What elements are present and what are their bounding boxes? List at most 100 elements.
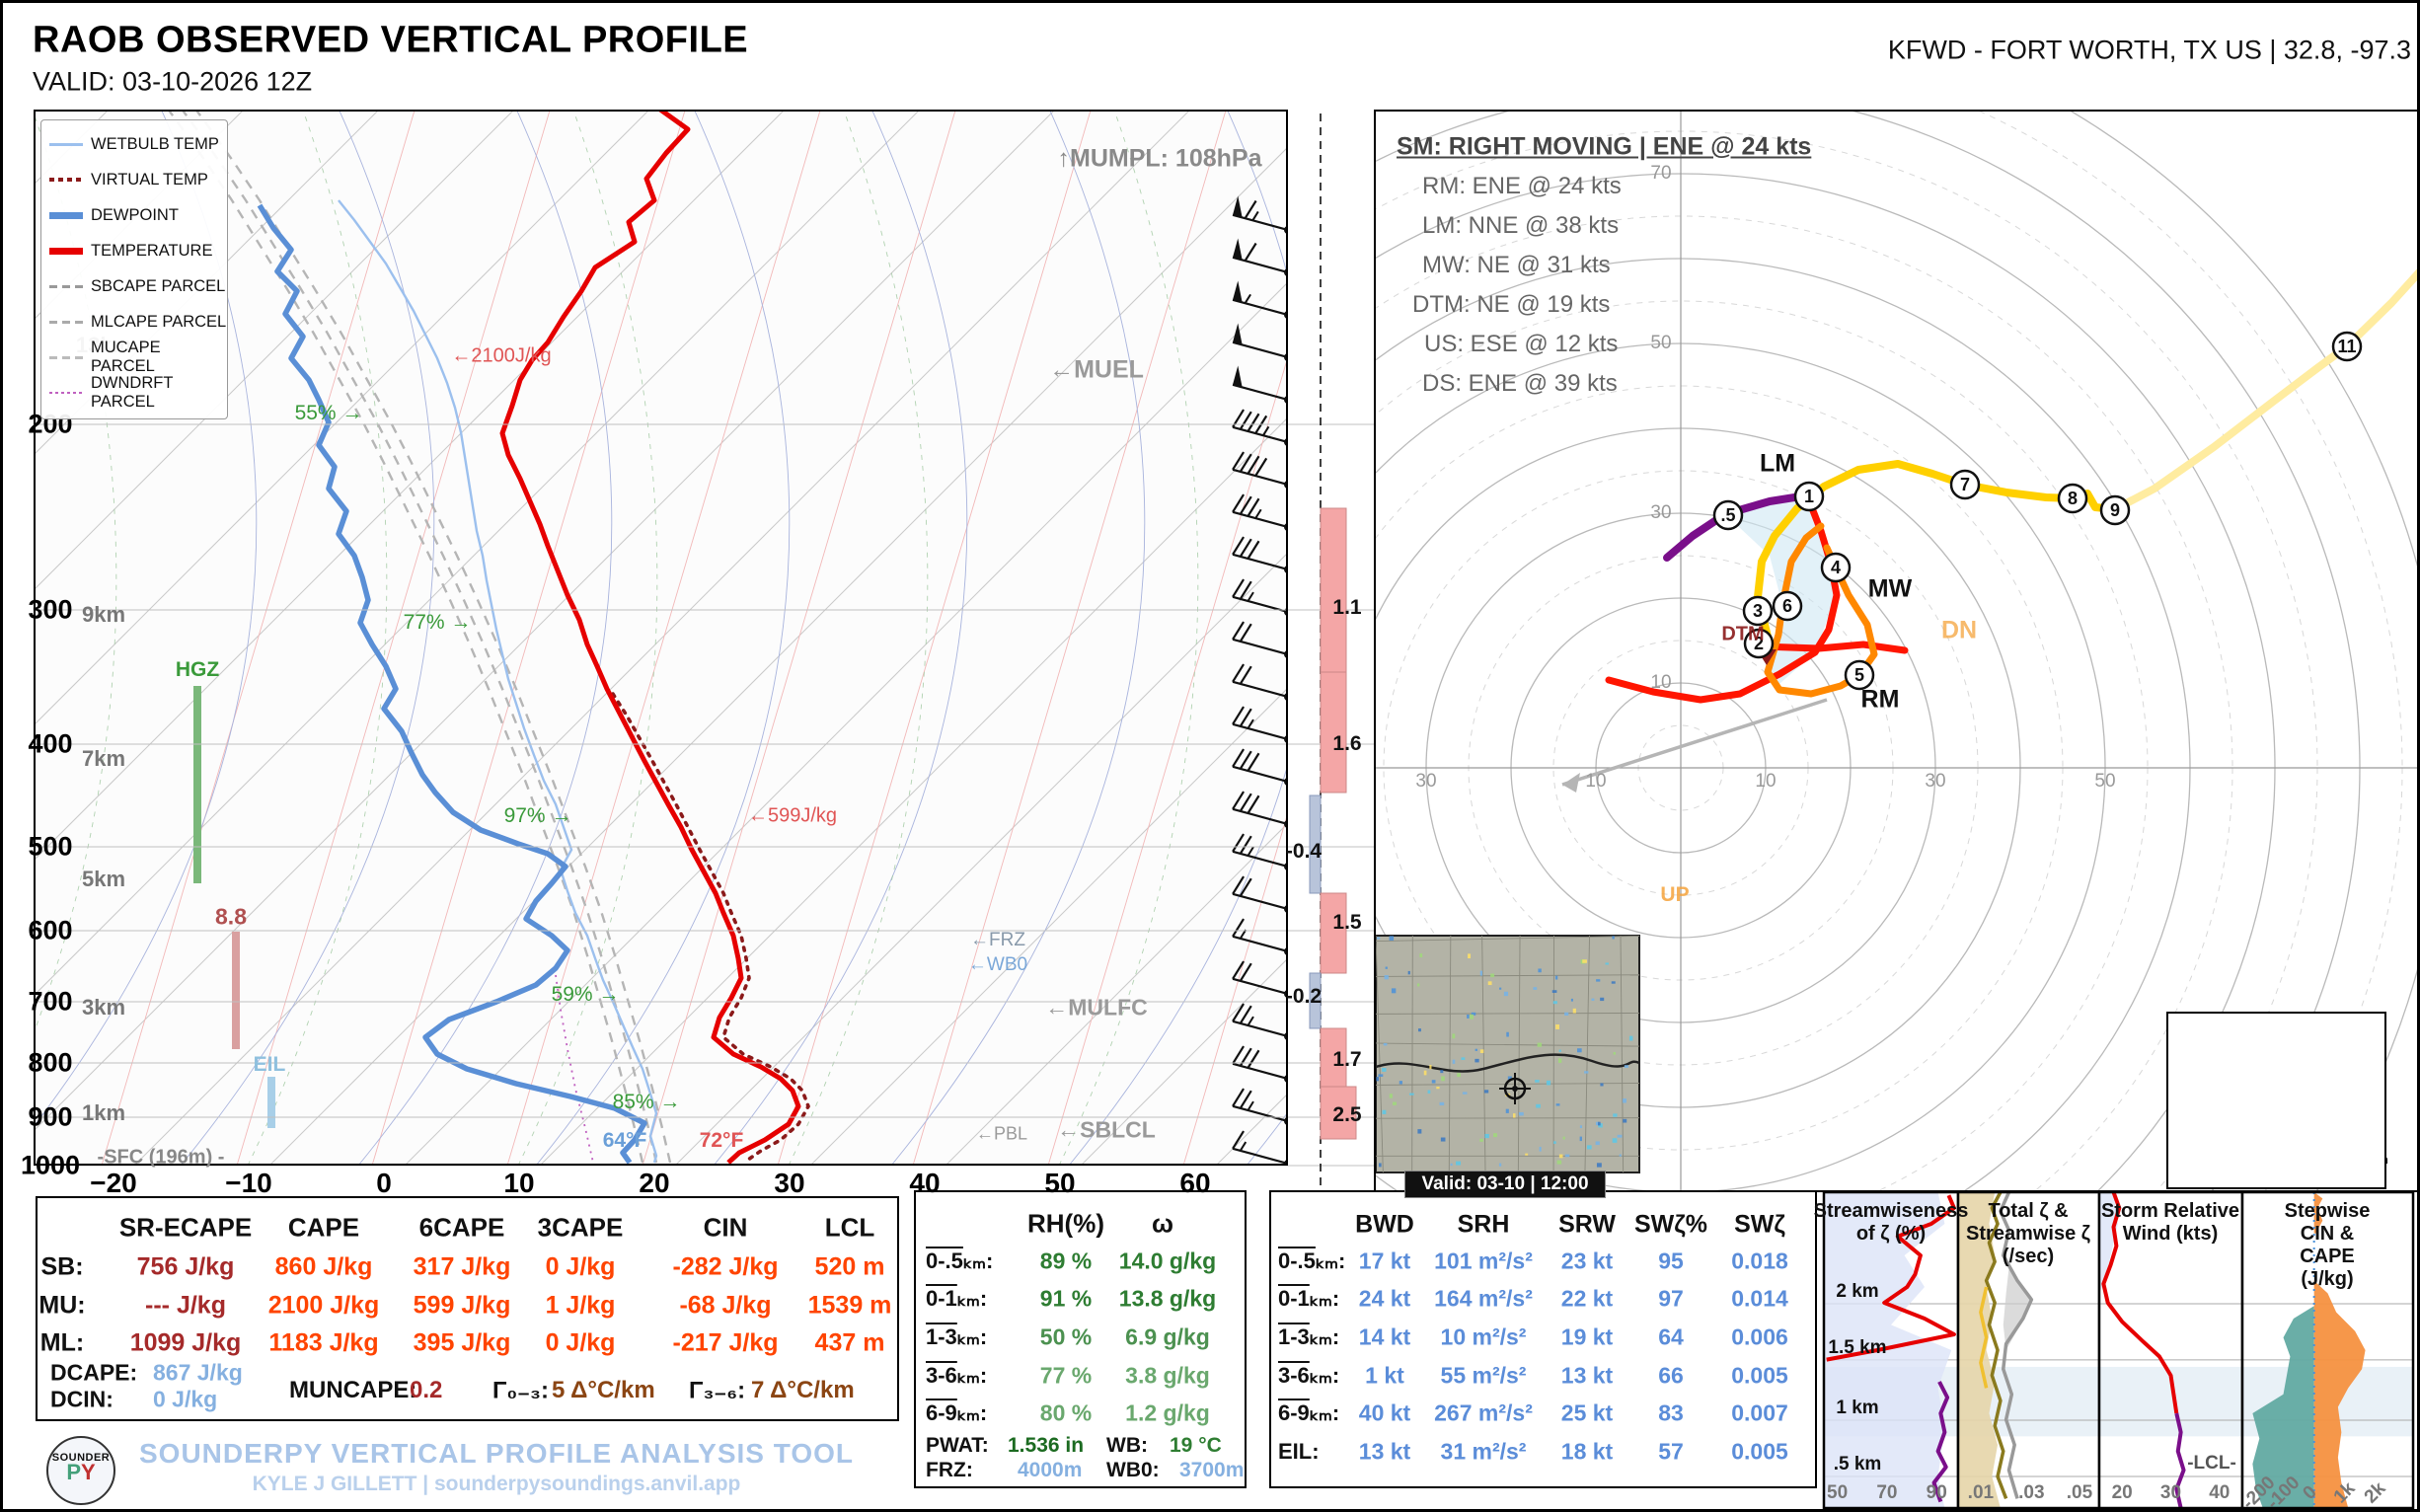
skewt-annotation: 97% → — [503, 804, 572, 827]
skewt-annotation: ←SBLCL — [1057, 1116, 1156, 1143]
kin-value: 22 kt — [1560, 1285, 1614, 1312]
legend-item-temperature: TEMPERATURE — [49, 241, 212, 261]
mixing-ratio-value: 13.8 g/kg — [1118, 1285, 1217, 1312]
wind-barb — [1232, 451, 1286, 489]
wind-barb — [1232, 621, 1286, 658]
skewt-annotation: HGZ — [175, 658, 220, 681]
thermo-header-SR-ECAPE: SR-ECAPE — [118, 1212, 253, 1243]
pressure-label-1000: 1000 — [20, 1150, 81, 1180]
miniplot-title-stepwise: Stepwise CIN & CAPE (J/kg) — [2284, 1200, 2371, 1290]
gamma-3-6-label: Γ₃₋₆: — [689, 1377, 746, 1404]
kin-row-label: 0-.5ₖₘ: — [1278, 1248, 1346, 1273]
kin-value: 267 m²/s² — [1434, 1399, 1533, 1426]
svg-text:11: 11 — [2337, 337, 2356, 356]
ring-label: 30 — [1415, 771, 1437, 792]
legend-item-mucape: MUCAPE PARCEL — [49, 339, 227, 375]
gamma-0-3-label: Γ₀₋₃: — [492, 1377, 549, 1404]
thermo-value: --- J/kg — [145, 1291, 226, 1320]
ring-label: 50 — [2094, 771, 2116, 792]
thermo-header-3CAPE: 3CAPE — [537, 1212, 624, 1243]
wind-barb — [1232, 493, 1286, 531]
temp-tick-20: 20 — [639, 1168, 670, 1198]
dcin-value: 0 J/kg — [153, 1386, 218, 1412]
height-label-9km: 9km — [81, 602, 126, 627]
logo-text-py: PY — [66, 1460, 96, 1484]
brand-line2: KYLE J GILLETT | sounderpysoundings.anvi… — [252, 1473, 741, 1495]
skewt-annotation: ←PBL — [975, 1123, 1028, 1144]
legend-label: MLCAPE PARCEL — [91, 312, 227, 331]
ring-label: 10 — [1585, 771, 1607, 792]
svg-text:9: 9 — [2110, 500, 2120, 520]
wind-barb — [1232, 1003, 1286, 1040]
thermo-value: 860 J/kg — [274, 1252, 373, 1281]
omega-value: 1.1 — [1332, 596, 1362, 619]
miniplot-title-total-zeta: Total ζ & Streamwise ζ (/sec) — [1966, 1200, 2090, 1267]
kin-value: 0.014 — [1731, 1285, 1788, 1312]
miniplot-ylabel: 2 km — [1836, 1280, 1879, 1302]
legend-label: WETBULB TEMP — [91, 134, 219, 153]
kin-value: 0.005 — [1731, 1438, 1788, 1465]
radar-map-inset — [1376, 935, 1640, 1173]
wind-barb — [1232, 1088, 1286, 1125]
legend-label: SBCAPE PARCEL — [91, 276, 226, 295]
rh-value: 77 % — [1039, 1362, 1093, 1389]
miniplot-xtick: 50 — [1827, 1482, 1849, 1503]
temp-tick-30: 30 — [774, 1168, 805, 1198]
wind-barb — [1232, 791, 1286, 828]
wind-barb — [1232, 663, 1286, 701]
skewt-annotation: ←FRZ — [970, 930, 1025, 950]
miniplot-xtick: .01 — [1967, 1482, 1995, 1503]
skewt-annotation: 77% → — [403, 611, 472, 634]
wind-barb — [1232, 833, 1286, 870]
storm-motion-line-6: DS: ENE @ 39 kts — [1422, 370, 1618, 397]
kin-value: 25 kt — [1560, 1399, 1614, 1426]
svg-text:6: 6 — [1782, 596, 1792, 616]
hodograph-segment-dtm-line — [1758, 641, 1909, 654]
wind-barb — [1232, 875, 1286, 913]
thermo-value: -68 J/kg — [679, 1291, 772, 1320]
valid-time: VALID: 03-10-2026 12Z — [33, 66, 313, 97]
hodo-marker-3 — [1742, 595, 1774, 627]
rh-row-label: 6-9ₖₘ: — [926, 1400, 988, 1425]
miniplot-xtick: 90 — [1926, 1482, 1947, 1503]
skewt-annotation: EIL — [253, 1053, 286, 1076]
wb0-label: WB0: — [1106, 1459, 1160, 1481]
pressure-label-300: 300 — [28, 594, 73, 625]
legend-item-wetbulb: WETBULB TEMP — [49, 134, 219, 154]
miniplot-storm_relative_wind — [2099, 1192, 2242, 1508]
miniplot-ylabel: 1.5 km — [1828, 1336, 1887, 1358]
skewt-annotation: ↑MUMPL: 108hPa — [1057, 144, 1262, 173]
legend-item-dewpoint: DEWPOINT — [49, 205, 179, 225]
mixing-ratio-value: 6.9 g/kg — [1125, 1323, 1210, 1350]
skewt-annotation: ←599J/kg — [747, 804, 838, 827]
legend-label: DWNDRFT PARCEL — [91, 374, 174, 411]
wind-barb — [1232, 280, 1286, 319]
gamma-3-6-value: 7 Δ°C/km — [751, 1377, 855, 1403]
skewt-annotation: 85% → — [612, 1091, 681, 1113]
muncape-label: MUNCAPE: — [289, 1377, 417, 1403]
kin-value: 19 kt — [1560, 1323, 1614, 1350]
rh-row-label: 0-1ₖₘ: — [926, 1286, 988, 1311]
kin-value: 66 — [1658, 1362, 1684, 1389]
miniplot-xtick: 40 — [2209, 1482, 2231, 1503]
kin-value: 95 — [1658, 1247, 1684, 1274]
dwndrft-line-sample — [49, 392, 83, 394]
hodo-label-DTM: DTM — [1721, 623, 1765, 645]
kin-value: 1 kt — [1365, 1362, 1404, 1389]
radar-valid-label: Valid: 03-10 | 12:00 — [1404, 1171, 1606, 1198]
rh-table-border — [914, 1190, 1247, 1488]
skewt-annotation: 8.8 — [215, 903, 247, 930]
storm-motion-line-3: MW: NE @ 31 kts — [1422, 252, 1611, 278]
skewt-annotation: ←2100J/kg — [451, 344, 552, 367]
kin-value: 57 — [1658, 1438, 1684, 1465]
wb-label: WB: — [1106, 1434, 1148, 1457]
pwat-value: 1.536 in — [1008, 1434, 1085, 1457]
pwat-label: PWAT: — [926, 1434, 989, 1457]
hodo-marker-8 — [2057, 483, 2088, 514]
svg-text:2: 2 — [1754, 634, 1764, 653]
svg-text:7: 7 — [1960, 475, 1970, 494]
hodo-label-UP: UP — [1660, 883, 1690, 906]
thermo-header-CAPE: CAPE — [287, 1212, 360, 1243]
kin-value: 40 kt — [1358, 1399, 1411, 1426]
